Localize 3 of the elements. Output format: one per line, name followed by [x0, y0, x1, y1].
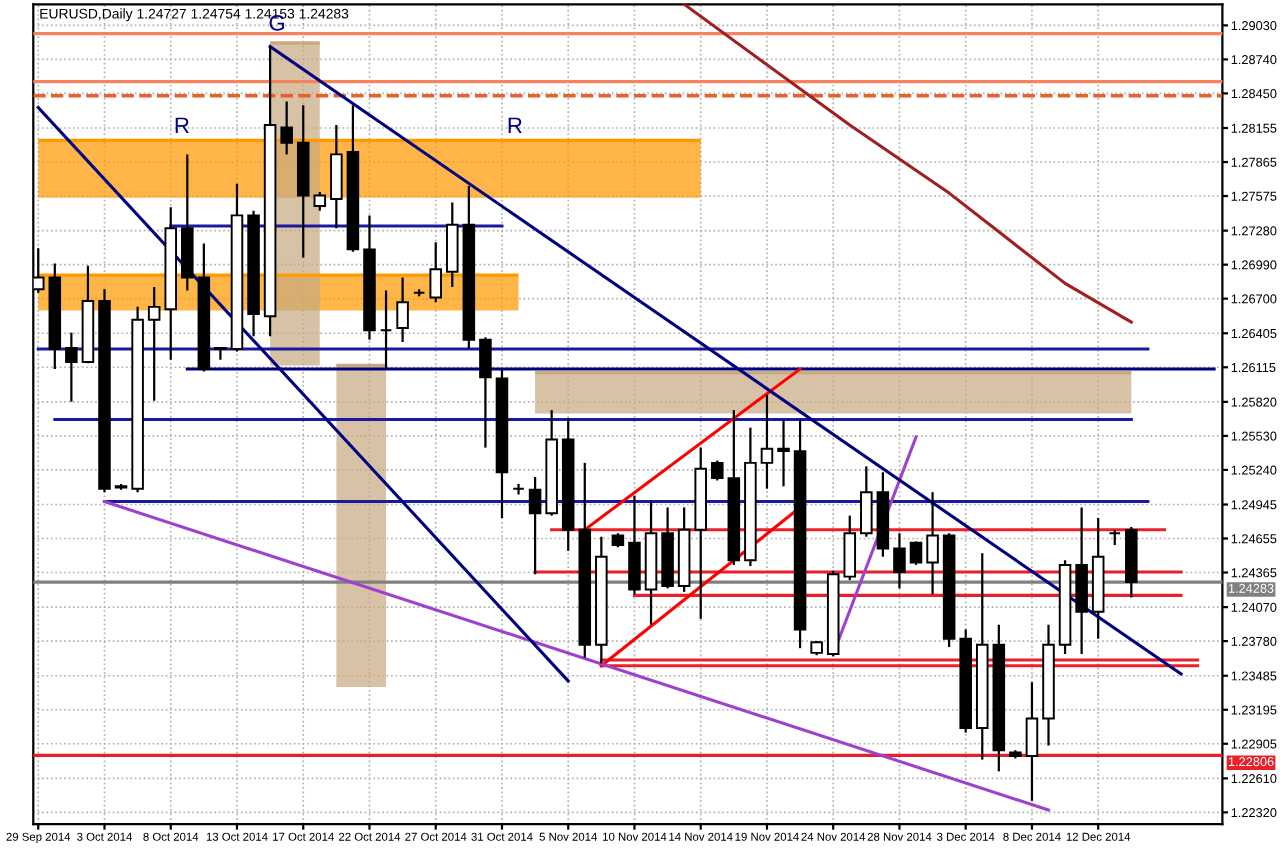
- annotation: R: [175, 117, 189, 133]
- annotation: G: [269, 15, 285, 31]
- annotation: R: [508, 117, 522, 133]
